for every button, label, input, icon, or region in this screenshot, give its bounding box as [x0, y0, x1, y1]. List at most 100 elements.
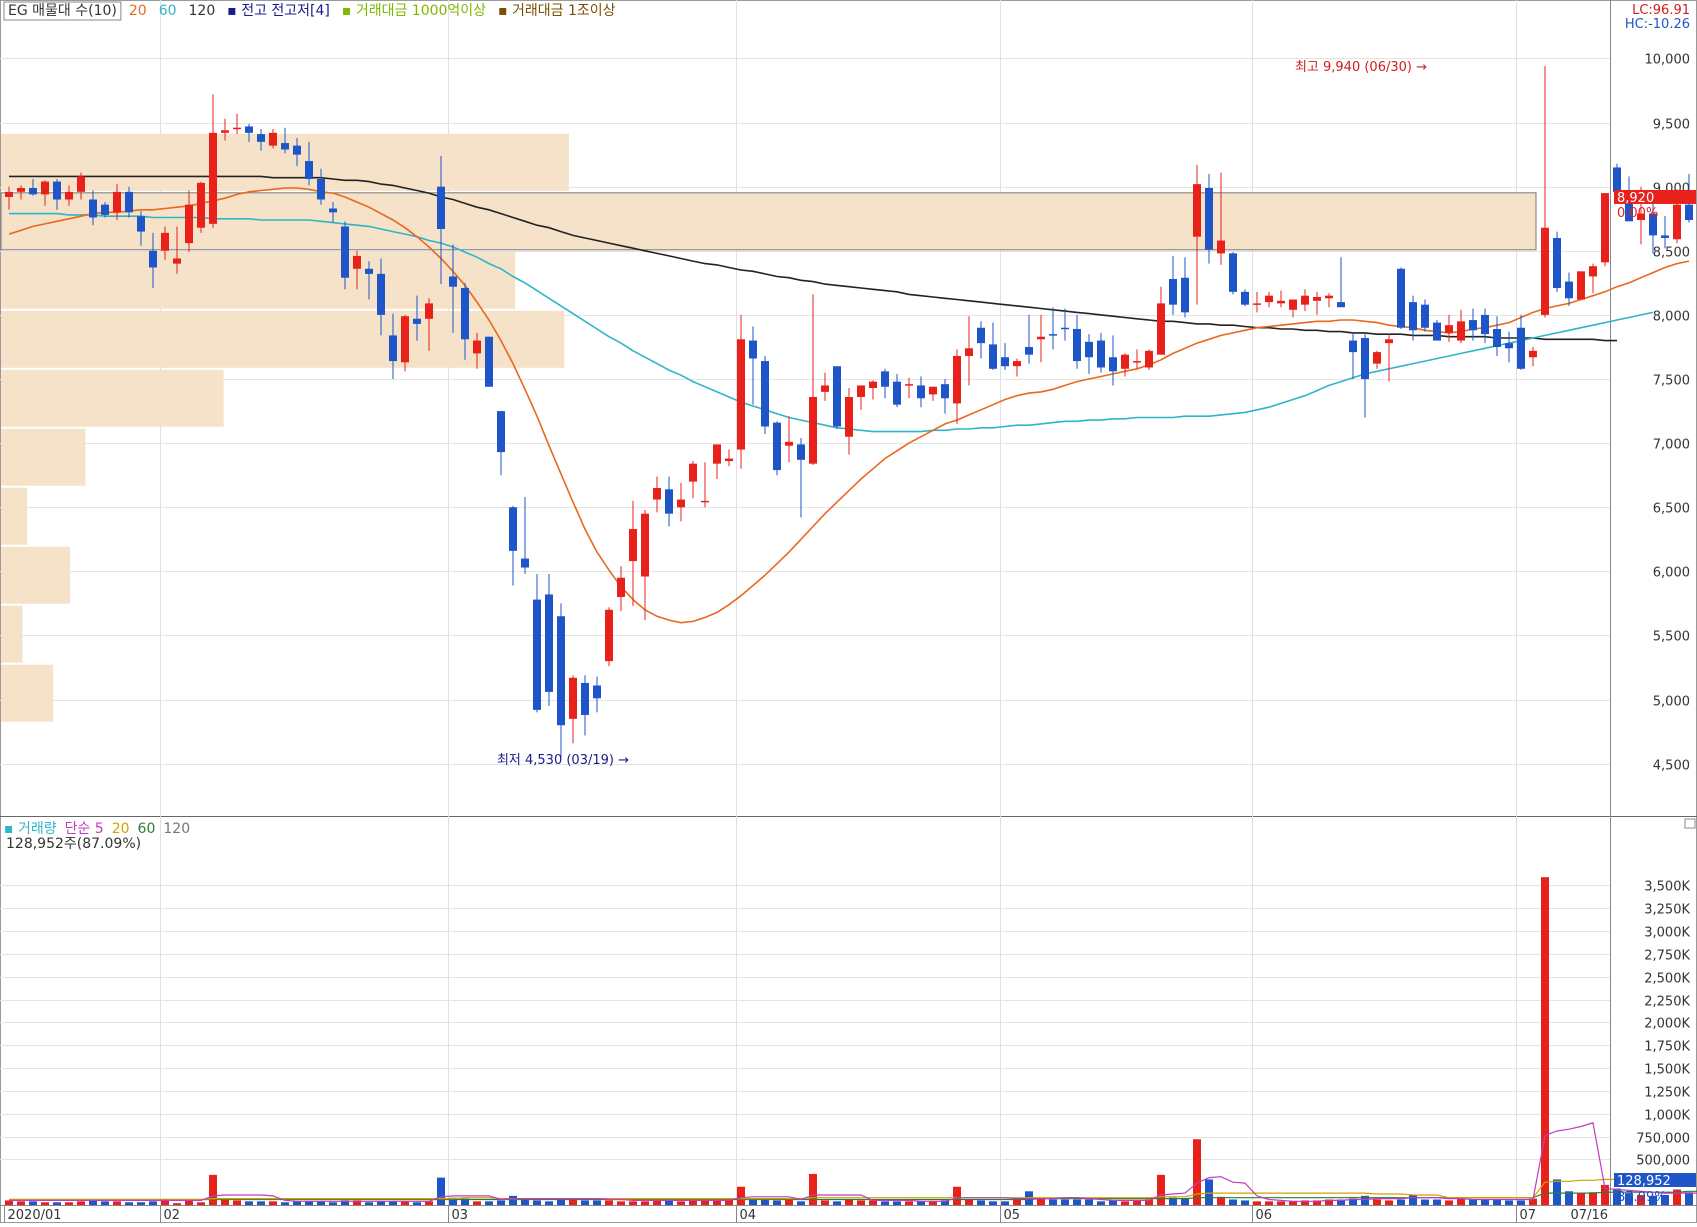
- candle-body[interactable]: [1541, 227, 1549, 315]
- candle-body[interactable]: [929, 386, 937, 395]
- volume-bar[interactable]: [437, 1177, 445, 1205]
- volume-bar[interactable]: [1061, 1199, 1069, 1205]
- candle-body[interactable]: [185, 204, 193, 244]
- volume-bar[interactable]: [953, 1186, 961, 1205]
- legend-item-box[interactable]: [3, 1, 122, 21]
- candle-body[interactable]: [221, 130, 229, 133]
- candle-body[interactable]: [1505, 343, 1513, 349]
- candle-body[interactable]: [5, 191, 13, 197]
- volume-bar[interactable]: [233, 1200, 241, 1205]
- volume-bar[interactable]: [389, 1201, 397, 1205]
- candle-body[interactable]: [1169, 279, 1177, 305]
- candle-body[interactable]: [1241, 291, 1249, 305]
- candle-body[interactable]: [581, 682, 589, 715]
- volume-bar[interactable]: [1469, 1199, 1477, 1205]
- volume-bar[interactable]: [689, 1200, 697, 1205]
- candle-body[interactable]: [833, 366, 841, 427]
- candle-body[interactable]: [1097, 340, 1105, 368]
- volume-bar[interactable]: [1001, 1201, 1009, 1205]
- candle-body[interactable]: [1217, 240, 1225, 254]
- volume-bar[interactable]: [557, 1199, 565, 1205]
- volume-bar[interactable]: [1229, 1199, 1237, 1205]
- volume-bar[interactable]: [101, 1201, 109, 1205]
- volume-bar[interactable]: [1337, 1199, 1345, 1205]
- candle-body[interactable]: [197, 182, 205, 228]
- volume-bar[interactable]: [365, 1202, 373, 1205]
- candle-body[interactable]: [377, 273, 385, 315]
- candle-body[interactable]: [1685, 204, 1693, 221]
- candle-body[interactable]: [1181, 277, 1189, 313]
- volume-bar[interactable]: [941, 1200, 949, 1205]
- volume-bar[interactable]: [1661, 1194, 1669, 1205]
- candle-body[interactable]: [545, 594, 553, 692]
- candle-body[interactable]: [245, 126, 253, 133]
- candle-body[interactable]: [389, 335, 397, 362]
- volume-bar[interactable]: [725, 1199, 733, 1205]
- candle-body[interactable]: [725, 458, 733, 462]
- candle-body[interactable]: [413, 318, 421, 324]
- volume-bar[interactable]: [269, 1201, 277, 1205]
- volume-bar[interactable]: [53, 1202, 61, 1205]
- volume-bar[interactable]: [1217, 1196, 1225, 1205]
- volume-bar[interactable]: [401, 1201, 409, 1205]
- candle-body[interactable]: [1337, 302, 1345, 308]
- candle-body[interactable]: [605, 609, 613, 662]
- candle-body[interactable]: [773, 422, 781, 471]
- volume-bar[interactable]: [1553, 1179, 1561, 1205]
- candle-body[interactable]: [401, 316, 409, 363]
- volume-bar[interactable]: [341, 1200, 349, 1205]
- candle-body[interactable]: [797, 444, 805, 460]
- candle-body[interactable]: [689, 463, 697, 482]
- candle-body[interactable]: [497, 411, 505, 453]
- volume-bar[interactable]: [1253, 1201, 1261, 1205]
- candle-body[interactable]: [149, 250, 157, 268]
- volume-bar[interactable]: [1505, 1200, 1513, 1205]
- candle-body[interactable]: [881, 371, 889, 387]
- candle-body[interactable]: [209, 132, 217, 224]
- candle-body[interactable]: [1133, 361, 1141, 363]
- volume-bar[interactable]: [1049, 1199, 1057, 1205]
- candle-body[interactable]: [125, 191, 133, 213]
- volume-bar[interactable]: [641, 1201, 649, 1205]
- volume-bar[interactable]: [1205, 1179, 1213, 1205]
- volume-bar[interactable]: [473, 1201, 481, 1205]
- candle-body[interactable]: [641, 513, 649, 577]
- candle-body[interactable]: [1145, 350, 1153, 368]
- volume-bar[interactable]: [377, 1201, 385, 1205]
- candle-body[interactable]: [665, 489, 673, 514]
- volume-bar[interactable]: [77, 1201, 85, 1205]
- candle-body[interactable]: [1373, 352, 1381, 364]
- volume-bar[interactable]: [545, 1201, 553, 1205]
- volume-bar[interactable]: [1133, 1200, 1141, 1205]
- volume-bar[interactable]: [1625, 1193, 1633, 1205]
- candle-body[interactable]: [1565, 281, 1573, 299]
- volume-bar[interactable]: [1097, 1201, 1105, 1205]
- volume-bar[interactable]: [317, 1201, 325, 1205]
- candle-body[interactable]: [161, 232, 169, 251]
- volume-bar[interactable]: [497, 1200, 505, 1205]
- candle-body[interactable]: [485, 336, 493, 387]
- candle-body[interactable]: [269, 132, 277, 146]
- candle-body[interactable]: [317, 179, 325, 200]
- candle-body[interactable]: [1289, 299, 1297, 310]
- candle-body[interactable]: [365, 268, 373, 274]
- volume-bar[interactable]: [653, 1200, 661, 1205]
- volume-bar[interactable]: [1181, 1198, 1189, 1205]
- volume-bar[interactable]: [1409, 1194, 1417, 1205]
- candle-body[interactable]: [1301, 295, 1309, 305]
- candle-body[interactable]: [1397, 268, 1405, 328]
- candle-body[interactable]: [1109, 357, 1117, 372]
- candle-body[interactable]: [1445, 325, 1453, 333]
- candle-body[interactable]: [53, 181, 61, 200]
- volume-bar[interactable]: [617, 1201, 625, 1205]
- volume-bar[interactable]: [1169, 1197, 1177, 1205]
- volume-bar[interactable]: [1637, 1194, 1645, 1205]
- candle-body[interactable]: [1277, 300, 1285, 304]
- candle-body[interactable]: [1493, 329, 1501, 347]
- candle-body[interactable]: [857, 385, 865, 397]
- volume-bar[interactable]: [41, 1202, 49, 1205]
- candle-body[interactable]: [1385, 339, 1393, 344]
- candle-body[interactable]: [113, 191, 121, 213]
- volume-bar[interactable]: [413, 1202, 421, 1205]
